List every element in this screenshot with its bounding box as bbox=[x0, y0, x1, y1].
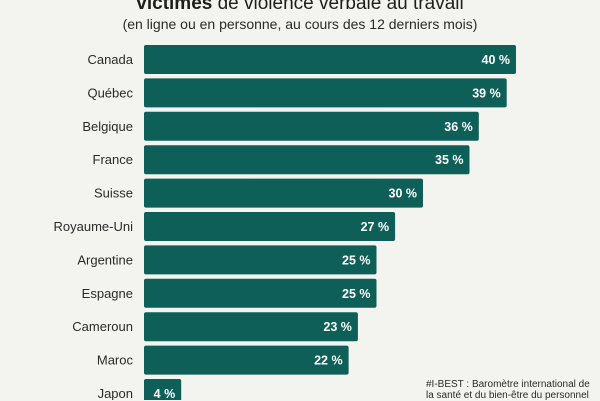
value-label: 25 % bbox=[342, 253, 371, 267]
value-label: 23 % bbox=[323, 320, 352, 334]
category-label: France bbox=[93, 152, 133, 167]
chart-title-rest: de violence verbale au travail bbox=[212, 0, 464, 14]
bar-japon bbox=[144, 379, 182, 400]
bar-canada bbox=[144, 45, 516, 74]
category-label: Cameroun bbox=[72, 319, 133, 334]
chart-title: victimes de violence verbale au travail bbox=[0, 0, 600, 15]
source-note: #I-BEST : Baromètre international de la … bbox=[426, 379, 590, 401]
category-label: Suisse bbox=[94, 186, 133, 201]
category-label: Royaume-Uni bbox=[54, 219, 134, 234]
bar-france bbox=[144, 145, 470, 175]
chart-title-bold: victimes bbox=[136, 0, 213, 14]
bar-royaume-uni bbox=[144, 212, 396, 241]
value-label: 4 % bbox=[154, 387, 176, 400]
chart-subtitle: (en ligne ou en personne, au cours des 1… bbox=[122, 16, 478, 32]
category-label: Argentine bbox=[77, 252, 133, 267]
value-label: 22 % bbox=[314, 354, 343, 368]
bar-belgique bbox=[144, 111, 479, 141]
category-label: Belgique bbox=[82, 119, 133, 134]
value-label: 36 % bbox=[444, 120, 473, 134]
bar-qu-bec bbox=[144, 78, 507, 108]
value-label: 39 % bbox=[472, 86, 501, 100]
category-label: Japon bbox=[98, 386, 133, 400]
bar-suisse bbox=[144, 178, 423, 208]
bar-maroc bbox=[144, 345, 349, 375]
category-label: Québec bbox=[87, 85, 133, 100]
category-label: Espagne bbox=[82, 286, 133, 301]
value-label: 25 % bbox=[342, 287, 371, 301]
bar-argentine bbox=[144, 245, 377, 275]
value-label: 27 % bbox=[361, 220, 390, 234]
category-label: Canada bbox=[87, 52, 133, 67]
bar-espagne bbox=[144, 278, 377, 308]
value-label: 30 % bbox=[389, 187, 418, 201]
value-label: 40 % bbox=[482, 53, 511, 67]
value-label: 35 % bbox=[435, 153, 464, 167]
category-label: Maroc bbox=[97, 353, 134, 368]
bar-cameroun bbox=[144, 312, 358, 342]
